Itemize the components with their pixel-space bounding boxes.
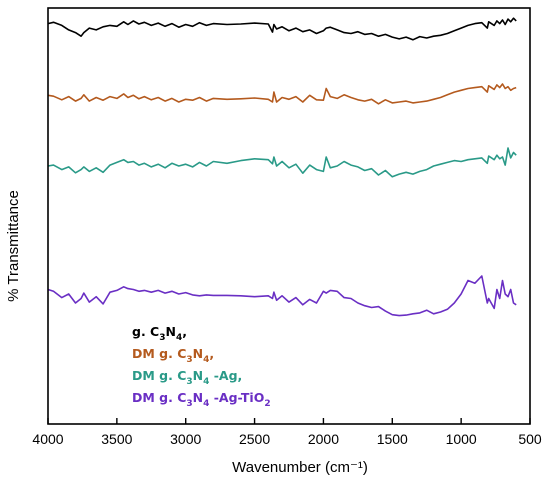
x-tick-label: 4000	[32, 431, 63, 447]
legend-entry-3: DM g. C3N4 -Ag,	[132, 368, 242, 387]
x-tick-label: 2500	[239, 431, 270, 447]
x-axis: 4000 3500 3000 2500 2000 1500 1000 500	[32, 418, 542, 447]
x-tick-label: 500	[518, 431, 542, 447]
legend-entry-1: g. C3N4,	[132, 324, 187, 343]
x-tick-label: 1000	[446, 431, 477, 447]
legend-entry-2: DM g. C3N4,	[132, 346, 214, 365]
x-tick-label: 3500	[101, 431, 132, 447]
series-line-1	[47, 17, 517, 41]
x-axis-title: Wavenumber (cm⁻¹)	[232, 459, 368, 476]
series-line-2	[47, 83, 517, 105]
y-axis-title: % Transmittance	[5, 190, 22, 302]
x-tick-label: 3000	[170, 431, 201, 447]
series-line-4	[47, 275, 517, 317]
x-tick-label: 2000	[308, 431, 339, 447]
legend-entry-4: DM g. C3N4 -Ag-TiO2	[132, 390, 271, 409]
series-line-3	[47, 147, 517, 178]
series-layer	[47, 17, 517, 317]
legend: g. C3N4, DM g. C3N4, DM g. C3N4 -Ag, DM g. …	[132, 324, 271, 409]
x-tick-label: 1500	[377, 431, 408, 447]
plot-frame	[47, 7, 531, 425]
